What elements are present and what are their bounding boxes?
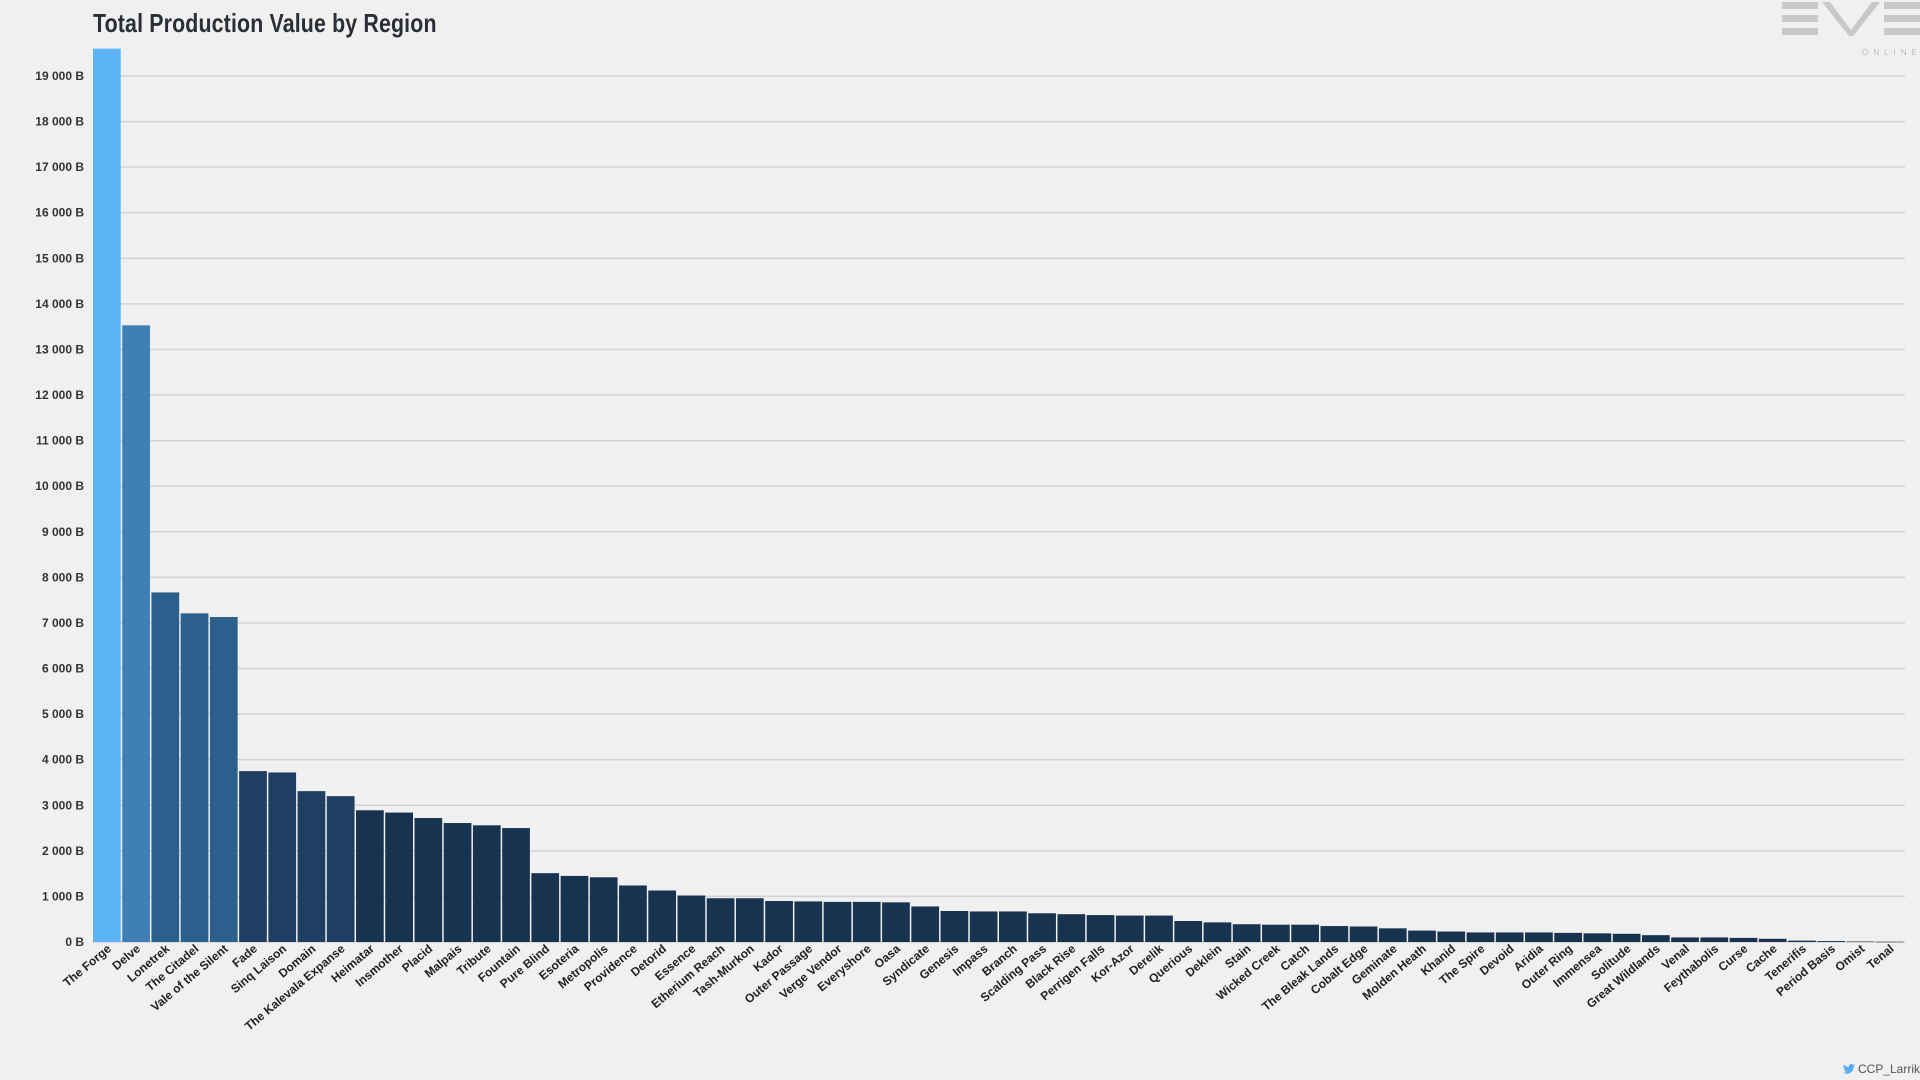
bar	[1028, 913, 1056, 942]
bar	[209, 617, 238, 942]
bar	[765, 900, 793, 942]
bar	[326, 796, 355, 942]
bar	[1320, 926, 1349, 942]
bar	[1788, 940, 1816, 942]
bar	[677, 895, 706, 942]
bar	[619, 885, 647, 942]
chart-title: Total Production Value by Region	[93, 8, 437, 38]
bar	[443, 823, 472, 942]
bar	[1349, 926, 1378, 942]
bar	[1525, 932, 1553, 942]
bar	[1057, 914, 1086, 942]
y-tick-label: 3 000 B	[42, 798, 84, 812]
bar	[852, 901, 881, 942]
y-tick-label: 11 000 B	[36, 434, 84, 448]
bar	[385, 812, 413, 942]
bar	[1875, 941, 1904, 943]
bar	[268, 772, 297, 942]
bar	[93, 48, 121, 942]
bar	[1408, 930, 1436, 942]
bar	[414, 818, 443, 942]
y-tick-label: 9 000 B	[42, 525, 84, 539]
y-tick-label: 2 000 B	[42, 844, 84, 858]
bar	[1846, 941, 1875, 943]
bar	[1291, 924, 1319, 942]
bar	[1262, 924, 1290, 942]
bar	[1671, 937, 1699, 942]
bar	[794, 901, 823, 942]
bar	[1554, 932, 1583, 942]
bar	[1817, 941, 1846, 942]
eve-logo-subtext: ONLINE	[1862, 48, 1920, 57]
bar	[1203, 922, 1232, 942]
y-tick-label: 15 000 B	[35, 251, 84, 265]
bar	[969, 911, 998, 942]
bar	[1232, 924, 1261, 942]
y-tick-label: 14 000 B	[35, 297, 84, 311]
y-tick-label: 8 000 B	[42, 570, 84, 584]
y-tick-label: 10 000 B	[35, 479, 84, 493]
bar	[1145, 915, 1173, 942]
bar	[502, 828, 530, 942]
y-tick-label: 0 B	[65, 935, 84, 949]
y-tick-label: 18 000 B	[35, 115, 84, 129]
bar	[180, 613, 209, 942]
bar	[151, 592, 180, 942]
y-tick-label: 7 000 B	[42, 616, 84, 630]
credit-handle: CCP_Larrikin	[1858, 1062, 1920, 1076]
y-tick-label: 5 000 B	[42, 707, 84, 721]
bar	[472, 825, 501, 942]
bar	[589, 877, 618, 942]
author-credit: CCP_Larrikin	[1843, 1062, 1920, 1076]
bar	[940, 911, 969, 942]
y-tick-label: 13 000 B	[35, 342, 84, 356]
bar	[706, 898, 735, 942]
bar	[1729, 937, 1758, 942]
bar	[122, 325, 150, 942]
bar	[823, 901, 852, 942]
y-tick-label: 4 000 B	[42, 753, 84, 767]
x-tick-label: Curse	[1715, 941, 1750, 974]
bar	[1466, 932, 1495, 942]
bar	[882, 902, 910, 942]
bar	[297, 791, 326, 942]
y-tick-label: 6 000 B	[42, 662, 84, 676]
bar	[1086, 915, 1115, 942]
bar	[1583, 933, 1612, 942]
x-tick-label: Omist	[1832, 942, 1867, 975]
bar	[239, 771, 267, 942]
x-tick-label: Tenal	[1864, 942, 1896, 972]
bar	[531, 873, 560, 942]
bar	[1758, 938, 1787, 942]
bar	[648, 890, 677, 942]
bar	[1115, 915, 1144, 942]
bar	[999, 911, 1027, 942]
y-tick-label: 1 000 B	[42, 889, 84, 903]
bar	[1174, 921, 1203, 942]
bar	[735, 898, 764, 942]
bar	[1437, 931, 1466, 942]
eve-logo-mark	[1782, 2, 1920, 36]
bar	[1495, 932, 1524, 942]
y-tick-label: 16 000 B	[35, 206, 84, 220]
y-tick-label: 12 000 B	[35, 388, 84, 402]
bar	[1641, 935, 1670, 942]
bar	[560, 875, 589, 942]
bars	[93, 48, 1904, 943]
bar	[911, 906, 940, 942]
eve-online-logo: ONLINE	[1782, 2, 1920, 57]
y-tick-label: 19 000 B	[35, 69, 84, 83]
bar	[1612, 933, 1641, 942]
twitter-bird-icon	[1843, 1064, 1855, 1074]
bar	[1378, 928, 1407, 942]
y-tick-label: 17 000 B	[35, 160, 84, 174]
y-axis-ticks: 0 B 1 000 B 2 000 B 3 000 B 4 000 B 5 000 B 6 …	[35, 69, 84, 949]
bar	[1700, 937, 1729, 942]
bar	[356, 810, 384, 942]
